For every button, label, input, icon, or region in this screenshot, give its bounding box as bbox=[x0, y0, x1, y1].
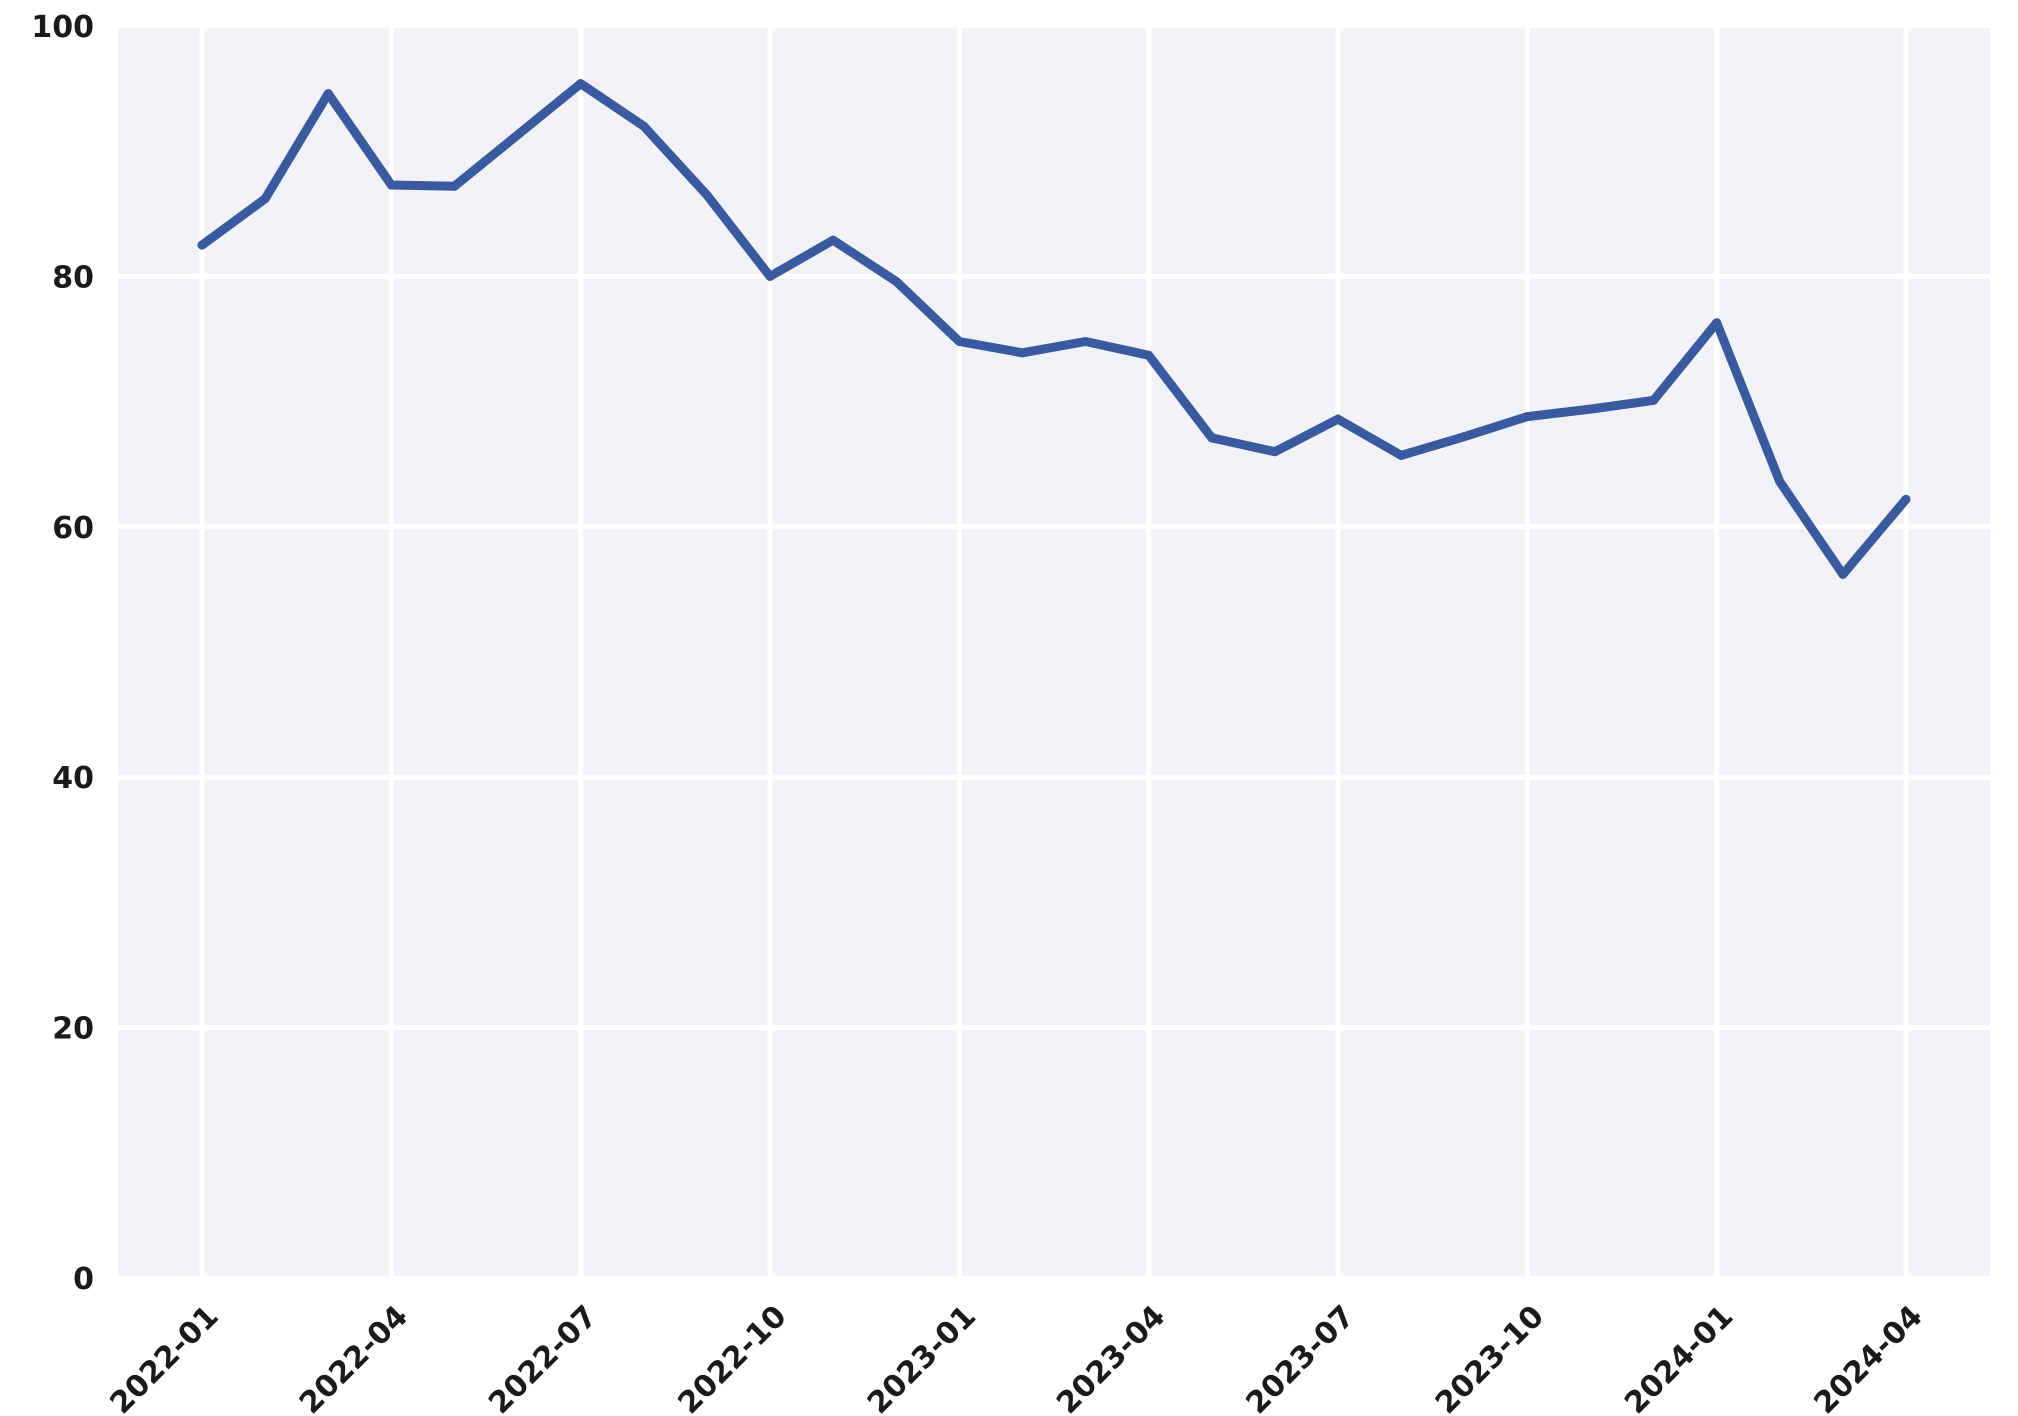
data-point bbox=[954, 337, 964, 347]
data-point bbox=[576, 79, 586, 89]
x-tick-label: 2022-04 bbox=[293, 1299, 415, 1416]
data-point bbox=[1901, 494, 1911, 504]
x-tick-label: 2023-04 bbox=[1050, 1299, 1172, 1416]
plot-area bbox=[118, 26, 1990, 1278]
y-tick-label: 0 bbox=[73, 1262, 94, 1297]
data-point bbox=[386, 180, 396, 190]
data-point bbox=[1270, 447, 1280, 457]
series-layer bbox=[197, 79, 1911, 579]
data-point bbox=[449, 181, 459, 191]
x-tick-label: 2022-07 bbox=[482, 1299, 604, 1416]
data-point bbox=[1459, 432, 1469, 442]
series-line bbox=[197, 79, 1911, 579]
data-point bbox=[1207, 433, 1217, 443]
x-tick-label: 2022-01 bbox=[104, 1299, 226, 1416]
data-point bbox=[197, 240, 207, 250]
x-tick-label: 2024-01 bbox=[1618, 1299, 1740, 1416]
data-point bbox=[702, 190, 712, 200]
data-point bbox=[891, 276, 901, 286]
data-point bbox=[765, 271, 775, 281]
data-point bbox=[1522, 412, 1532, 422]
data-point bbox=[1775, 477, 1785, 487]
gridlines bbox=[118, 23, 1990, 1281]
data-point bbox=[1017, 348, 1027, 358]
data-point bbox=[639, 121, 649, 131]
data-point bbox=[260, 194, 270, 204]
y-tick-label: 100 bbox=[31, 10, 94, 45]
data-point bbox=[1838, 569, 1848, 579]
data-point bbox=[513, 130, 523, 140]
x-tick-label: 2022-10 bbox=[672, 1299, 794, 1416]
data-point bbox=[1585, 404, 1595, 414]
data-point bbox=[323, 89, 333, 99]
data-point bbox=[1081, 337, 1091, 347]
data-point bbox=[1649, 395, 1659, 405]
data-point bbox=[1712, 318, 1722, 328]
data-point bbox=[1144, 350, 1154, 360]
y-axis-ticks: 0 20 40 60 80 100 bbox=[31, 10, 94, 1297]
data-point bbox=[1396, 450, 1406, 460]
x-tick-label: 2023-07 bbox=[1240, 1299, 1362, 1416]
x-tick-label: 2024-04 bbox=[1808, 1299, 1930, 1416]
x-axis-ticks: 2022-01 2022-04 2022-07 2022-10 2023-01 2023-… bbox=[104, 1299, 1930, 1416]
y-tick-label: 40 bbox=[52, 761, 94, 796]
data-point bbox=[828, 235, 838, 245]
data-point bbox=[1333, 414, 1343, 424]
x-tick-label: 2023-01 bbox=[861, 1299, 983, 1416]
y-tick-label: 60 bbox=[52, 511, 94, 546]
x-tick-label: 2023-10 bbox=[1429, 1299, 1551, 1416]
y-tick-label: 80 bbox=[52, 260, 94, 295]
y-tick-label: 20 bbox=[52, 1012, 94, 1047]
